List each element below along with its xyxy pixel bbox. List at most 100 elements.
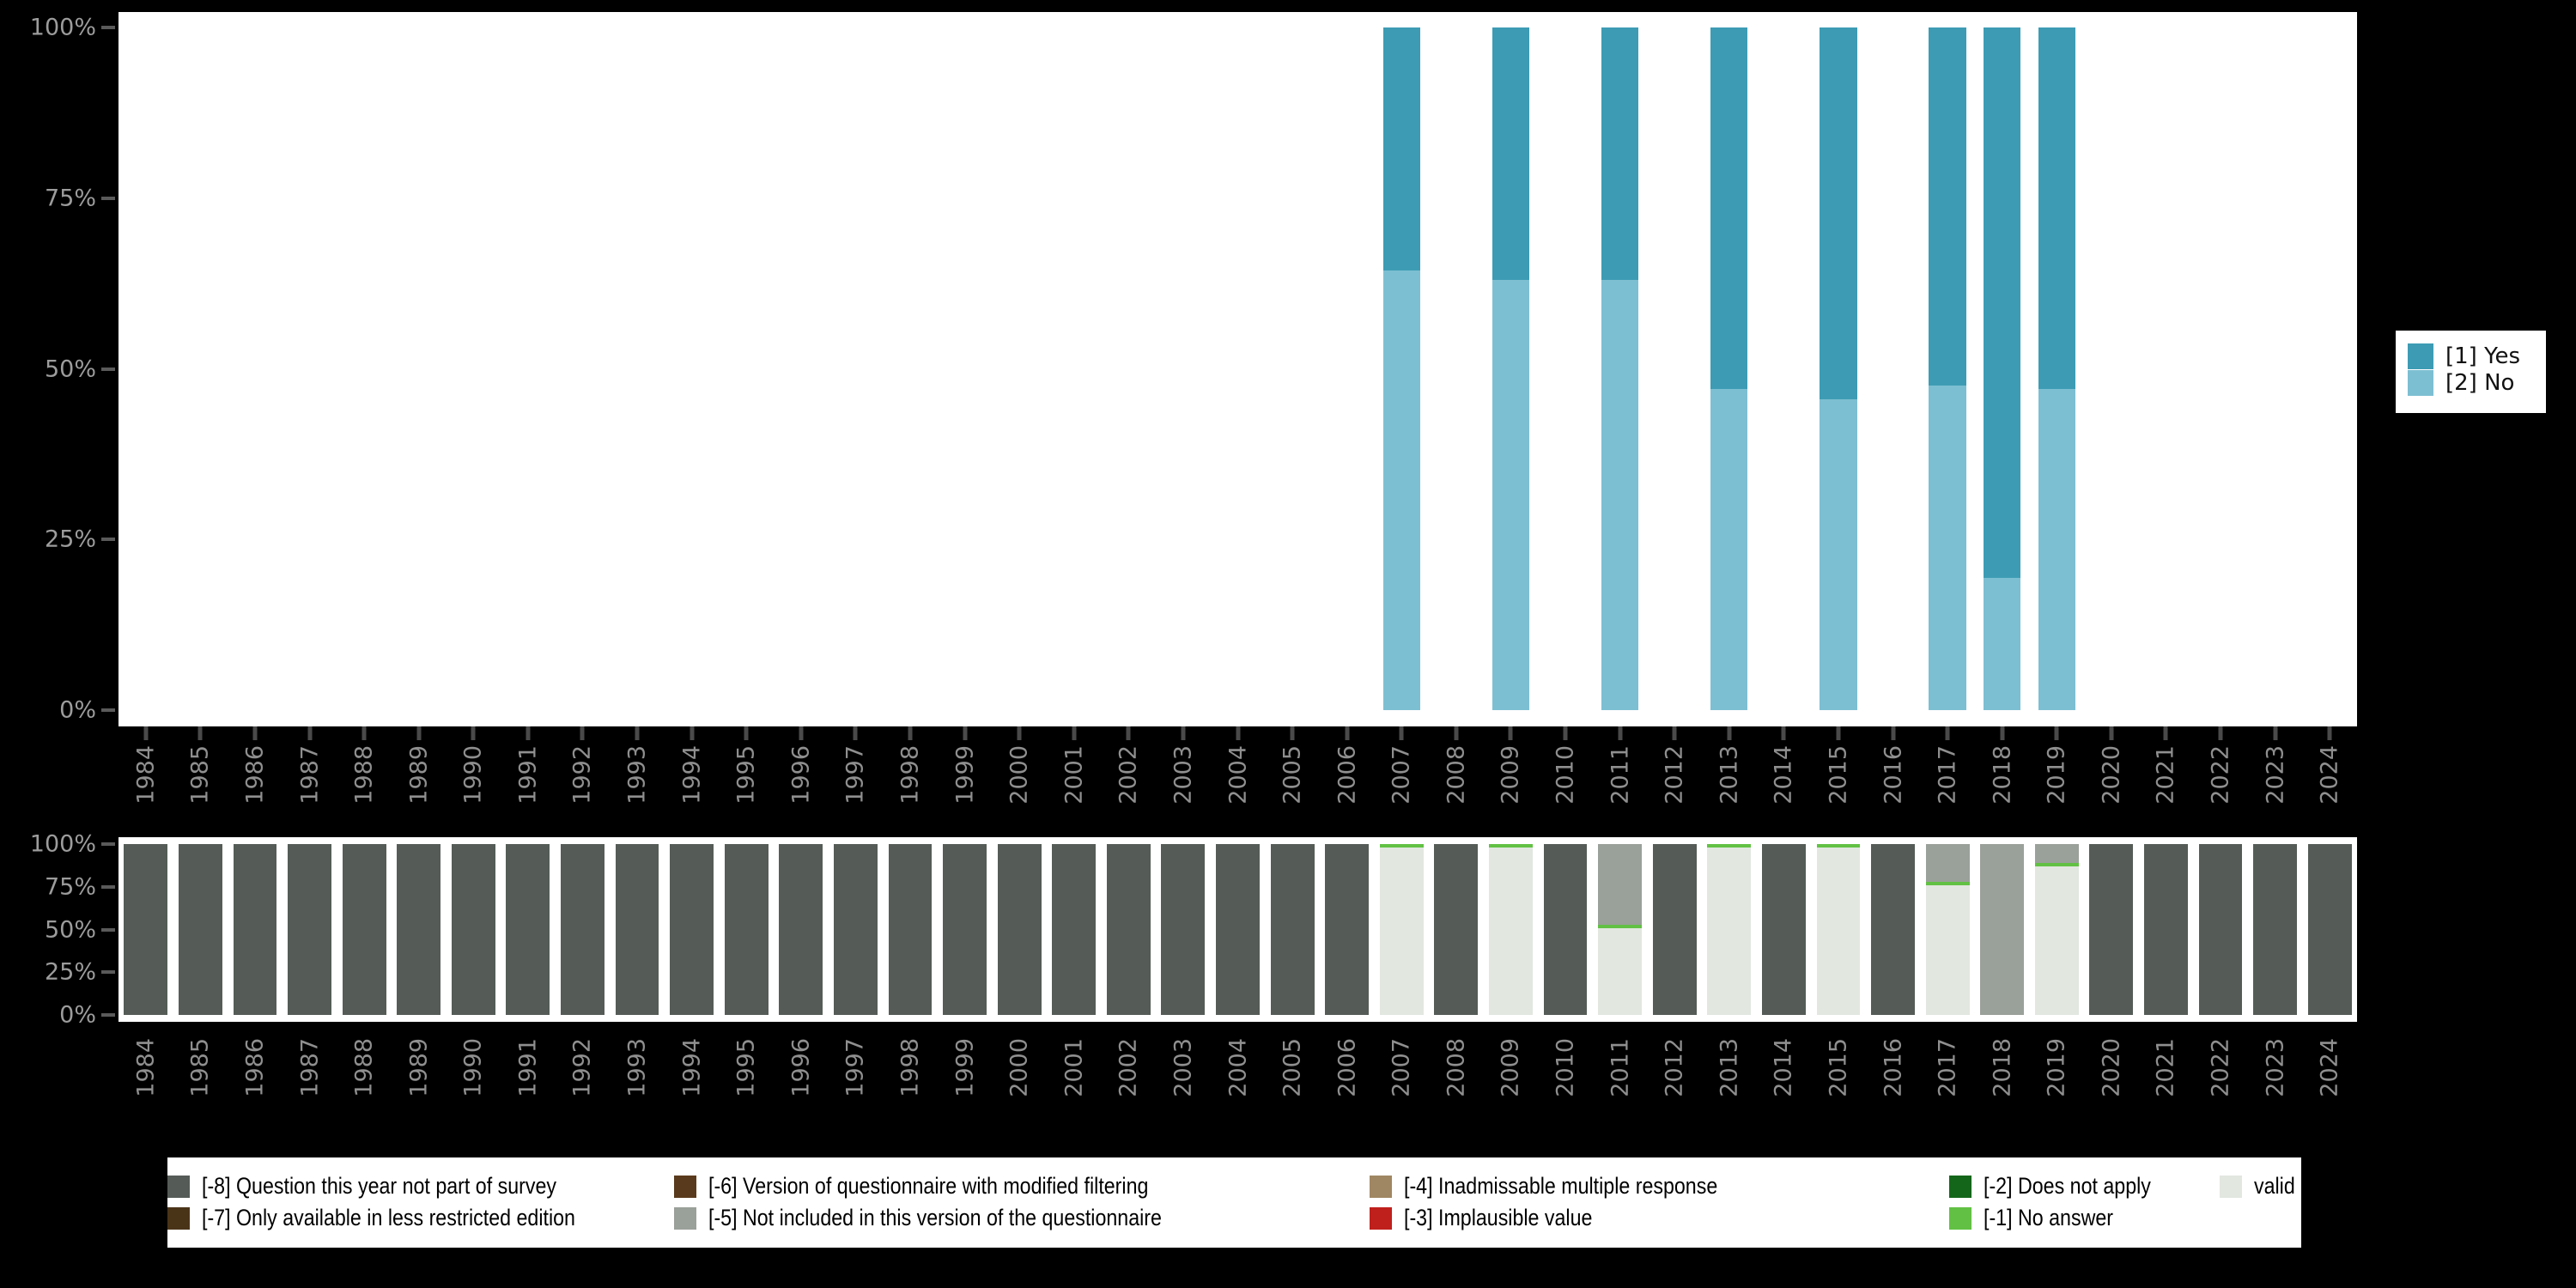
lower-bar-2018[interactable] — [1980, 844, 2025, 1015]
coverage-segment[interactable] — [1980, 844, 2025, 1015]
coverage-segment[interactable] — [670, 844, 714, 1015]
coverage-segment[interactable] — [943, 844, 987, 1015]
upper-bar-2011[interactable] — [1601, 27, 1639, 710]
coverage-segment[interactable] — [288, 844, 331, 1015]
lower-bar-1991[interactable] — [506, 844, 550, 1015]
coverage-segment[interactable] — [2034, 866, 2079, 1015]
upper-bar-2017[interactable] — [1929, 27, 1966, 710]
coverage-segment[interactable] — [2089, 844, 2134, 1015]
lower-bar-2004[interactable] — [1216, 844, 1260, 1015]
coverage-segment[interactable] — [561, 844, 605, 1015]
lower-bar-2016[interactable] — [1871, 844, 1915, 1015]
lower-bar-1990[interactable] — [451, 844, 495, 1015]
coverage-segment[interactable] — [1379, 844, 1424, 848]
coverage-segment[interactable] — [997, 844, 1042, 1015]
lower-bar-1989[interactable] — [397, 844, 441, 1015]
coverage-segment[interactable] — [1598, 924, 1643, 928]
coverage-segment[interactable] — [1106, 844, 1151, 1015]
lower-bar-2020[interactable] — [2089, 844, 2134, 1015]
lower-bar-1994[interactable] — [670, 844, 714, 1015]
coverage-segment[interactable] — [397, 844, 441, 1015]
upper-bar-2009[interactable] — [1492, 27, 1530, 710]
bar-segment--2-no[interactable] — [1601, 280, 1639, 710]
coverage-segment[interactable] — [1871, 844, 1915, 1015]
lower-bar-2010[interactable] — [1543, 844, 1588, 1015]
bar-segment--1-yes[interactable] — [1492, 27, 1530, 281]
coverage-segment[interactable] — [506, 844, 550, 1015]
lower-bar-2022[interactable] — [2198, 844, 2243, 1015]
coverage-segment[interactable] — [724, 844, 769, 1015]
legend-item[interactable]: [-1] No answer — [1949, 1205, 2135, 1231]
bar-segment--1-yes[interactable] — [1929, 27, 1966, 386]
coverage-segment[interactable] — [342, 844, 386, 1015]
lower-bar-2023[interactable] — [2253, 844, 2298, 1015]
bar-segment--2-no[interactable] — [1710, 389, 1748, 710]
coverage-segment[interactable] — [1707, 844, 1752, 848]
coverage-segment[interactable] — [1652, 844, 1697, 1015]
coverage-segment[interactable] — [178, 844, 222, 1015]
lower-bar-1985[interactable] — [178, 844, 222, 1015]
coverage-segment[interactable] — [233, 844, 277, 1015]
coverage-segment[interactable] — [1270, 844, 1315, 1015]
coverage-segment[interactable] — [1543, 844, 1588, 1015]
legend-item[interactable]: [-2] Does not apply — [1949, 1173, 2178, 1200]
legend-item[interactable]: [1] Yes — [2408, 343, 2537, 369]
coverage-segment[interactable] — [2144, 844, 2188, 1015]
coverage-segment[interactable] — [1816, 847, 1861, 1015]
coverage-segment[interactable] — [779, 844, 823, 1015]
lower-bar-2015[interactable] — [1816, 844, 1861, 1015]
lower-bar-1999[interactable] — [943, 844, 987, 1015]
coverage-segment[interactable] — [1816, 844, 1861, 848]
coverage-segment[interactable] — [1325, 844, 1370, 1015]
upper-bar-2015[interactable] — [1820, 27, 1857, 710]
bar-segment--1-yes[interactable] — [1820, 27, 1857, 400]
lower-bar-1993[interactable] — [615, 844, 659, 1015]
coverage-segment[interactable] — [1925, 884, 1970, 1015]
upper-bar-2018[interactable] — [1984, 27, 2021, 710]
lower-bar-2001[interactable] — [1052, 844, 1097, 1015]
lower-bar-2017[interactable] — [1925, 844, 1970, 1015]
coverage-segment[interactable] — [1434, 844, 1479, 1015]
lower-bar-2021[interactable] — [2144, 844, 2188, 1015]
lower-bar-2014[interactable] — [1761, 844, 1806, 1015]
legend-item[interactable]: [-8] Question this year not part of surv… — [167, 1173, 614, 1200]
coverage-segment[interactable] — [1761, 844, 1806, 1015]
coverage-segment[interactable] — [1925, 844, 1970, 882]
lower-bar-1998[interactable] — [888, 844, 933, 1015]
lower-bar-1992[interactable] — [561, 844, 605, 1015]
upper-bar-2019[interactable] — [2038, 27, 2075, 710]
lower-bar-2019[interactable] — [2034, 844, 2079, 1015]
bar-segment--2-no[interactable] — [1820, 399, 1857, 710]
lower-bar-2008[interactable] — [1434, 844, 1479, 1015]
bar-segment--2-no[interactable] — [1929, 386, 1966, 710]
coverage-segment[interactable] — [1707, 847, 1752, 1015]
coverage-segment[interactable] — [1488, 844, 1533, 848]
coverage-segment[interactable] — [888, 844, 933, 1015]
coverage-segment[interactable] — [1161, 844, 1206, 1015]
lower-bar-2024[interactable] — [2307, 844, 2352, 1015]
lower-bar-2013[interactable] — [1707, 844, 1752, 1015]
bar-segment--1-yes[interactable] — [1382, 27, 1420, 271]
coverage-segment[interactable] — [2198, 844, 2243, 1015]
legend-item[interactable]: [2] No — [2408, 369, 2537, 396]
upper-bar-2013[interactable] — [1710, 27, 1748, 710]
legend-item[interactable]: valid cases — [2220, 1173, 2369, 1200]
lower-bar-1995[interactable] — [724, 844, 769, 1015]
bar-segment--2-no[interactable] — [1492, 280, 1530, 710]
coverage-segment[interactable] — [2307, 844, 2352, 1015]
lower-bar-1986[interactable] — [233, 844, 277, 1015]
coverage-segment[interactable] — [1379, 847, 1424, 1015]
coverage-segment[interactable] — [833, 844, 878, 1015]
lower-bar-1984[interactable] — [124, 844, 168, 1015]
bar-segment--1-yes[interactable] — [2038, 27, 2075, 390]
legend-item[interactable]: [-6] Version of questionnaire with modif… — [674, 1173, 1220, 1200]
coverage-segment[interactable] — [1488, 847, 1533, 1015]
coverage-segment[interactable] — [124, 844, 168, 1015]
lower-bar-2011[interactable] — [1598, 844, 1643, 1015]
legend-item[interactable]: [-7] Only available in less restricted e… — [167, 1205, 636, 1231]
lower-bar-2007[interactable] — [1379, 844, 1424, 1015]
coverage-segment[interactable] — [615, 844, 659, 1015]
coverage-segment[interactable] — [2034, 862, 2079, 866]
lower-bar-1997[interactable] — [833, 844, 878, 1015]
lower-bar-2003[interactable] — [1161, 844, 1206, 1015]
